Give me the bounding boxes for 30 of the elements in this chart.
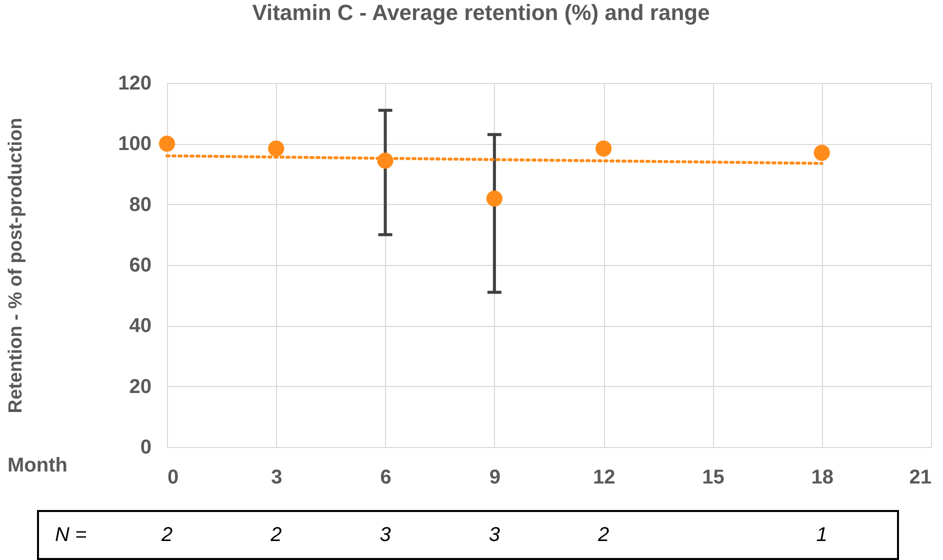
x-tick-label: 3 <box>271 466 282 488</box>
text: N = <box>55 524 87 546</box>
text: 1 <box>816 524 828 546</box>
y-tick-label: 80 <box>129 194 152 216</box>
x-tick-label: 18 <box>811 466 834 488</box>
x-tick-label: 9 <box>489 466 500 488</box>
point <box>158 136 176 152</box>
text: 2 <box>597 524 610 546</box>
point <box>596 140 612 157</box>
text: 3 <box>488 524 500 546</box>
x-tick-label: 21 <box>909 466 932 488</box>
x-tick-label: 12 <box>592 466 616 488</box>
point <box>268 140 284 157</box>
x-tick-label: 0 <box>168 466 179 488</box>
text: 2 <box>270 524 282 546</box>
y-tick-label: 120 <box>118 72 152 94</box>
x-tick-label: 6 <box>380 466 392 488</box>
chart-title: Vitamin C - Average retention (%) and range <box>252 0 710 25</box>
y-tick-label: 100 <box>118 133 152 156</box>
point <box>486 190 502 207</box>
point <box>814 144 830 161</box>
x-tick-label: 15 <box>702 466 724 488</box>
x-axis-title: Month <box>8 454 68 476</box>
y-tick-label: 20 <box>129 376 152 398</box>
y-tick-label: 60 <box>129 254 152 276</box>
y-tick-label: 40 <box>129 315 152 338</box>
y-axis-title: Retention - % of post-production <box>6 118 26 414</box>
y-tick-label: 0 <box>140 436 152 458</box>
text: 3 <box>380 524 391 546</box>
text: 2 <box>160 524 173 546</box>
